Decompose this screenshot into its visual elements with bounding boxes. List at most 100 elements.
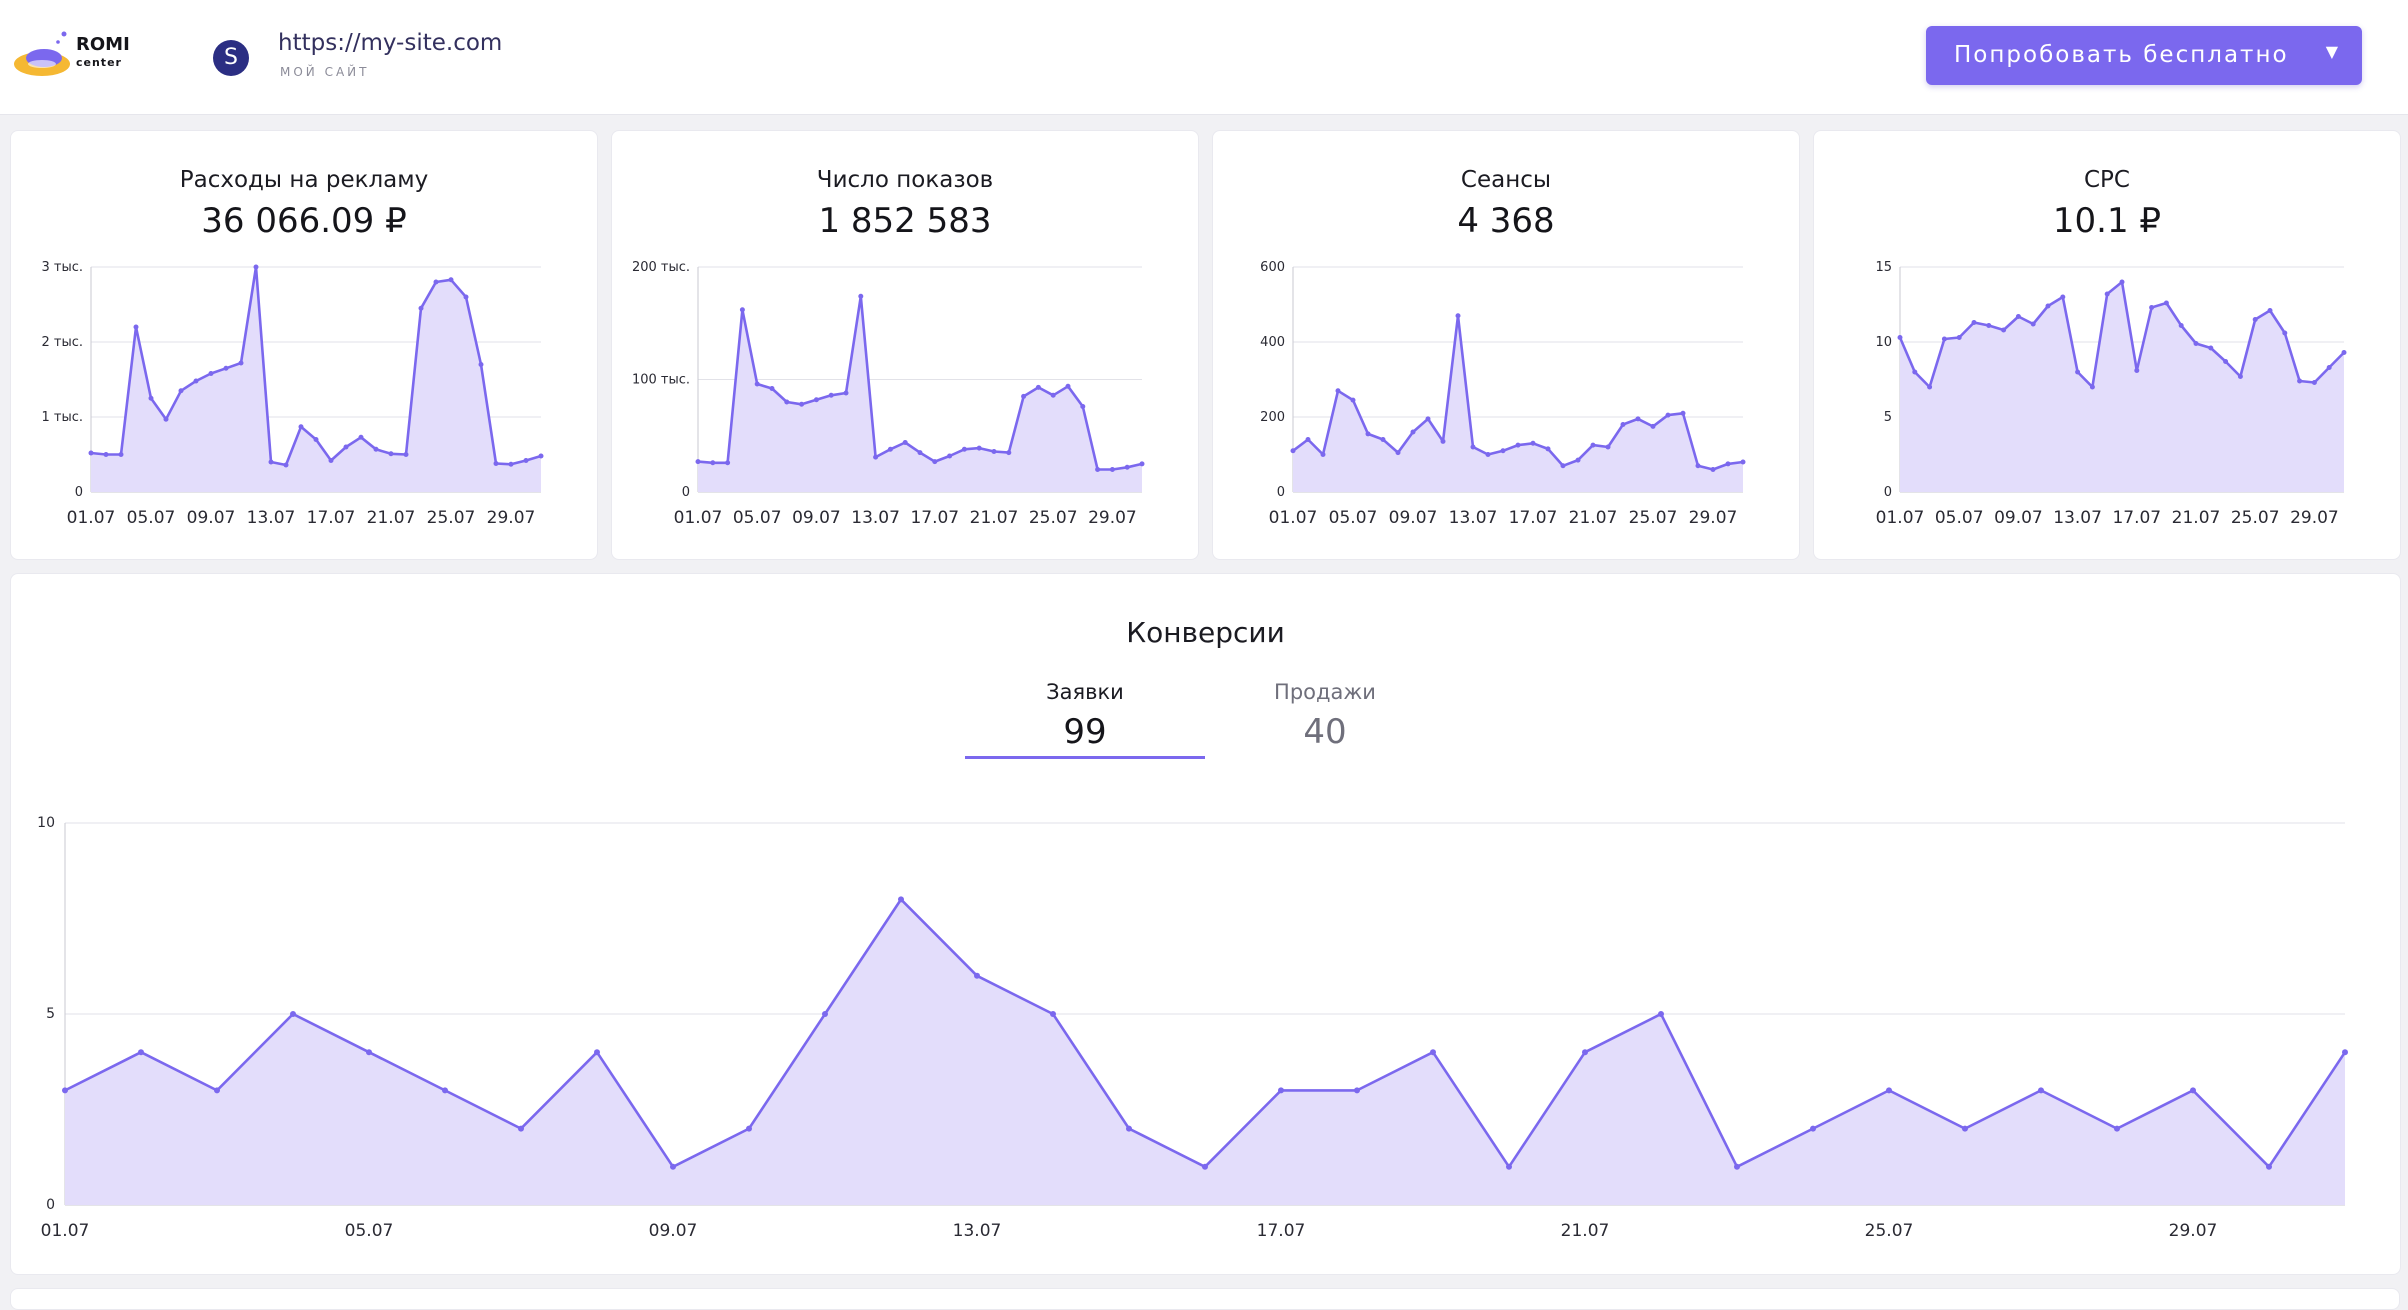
data-point[interactable] [478,362,484,367]
data-point[interactable] [523,458,529,463]
data-point[interactable] [2208,345,2214,351]
data-point[interactable] [2134,368,2140,373]
site-avatar[interactable]: S [213,40,249,76]
data-point[interactable] [1545,446,1551,452]
data-point[interactable] [822,1011,828,1017]
data-point[interactable] [138,1049,144,1056]
data-point[interactable] [1080,404,1086,409]
data-point[interactable] [1470,444,1476,450]
data-point[interactable] [932,459,938,465]
try-free-button[interactable]: Попробовать бесплатно ▼ [1926,26,2362,85]
data-point[interactable] [193,378,199,384]
data-point[interactable] [828,392,834,398]
data-point[interactable] [1941,336,1947,342]
data-point[interactable] [991,449,997,454]
data-point[interactable] [238,360,244,366]
data-point[interactable] [313,437,319,442]
data-point[interactable] [1620,422,1626,427]
data-point[interactable] [1320,452,1326,457]
data-point[interactable] [2178,323,2184,328]
data-point[interactable] [1350,397,1356,403]
data-point[interactable] [961,446,967,452]
data-point[interactable] [2060,294,2066,300]
data-point[interactable] [118,452,124,457]
data-point[interactable] [1050,392,1056,398]
data-point[interactable] [433,279,439,285]
data-point[interactable] [343,444,349,450]
data-point[interactable] [2193,341,2199,346]
data-point[interactable] [1139,461,1145,467]
data-point[interactable] [283,462,289,468]
data-point[interactable] [2342,1049,2348,1056]
data-point[interactable] [328,458,334,463]
data-point[interactable] [1986,323,1992,328]
data-point[interactable] [2114,1125,2120,1132]
data-point[interactable] [1278,1087,1284,1094]
data-point[interactable] [1065,383,1071,389]
data-point[interactable] [2341,350,2347,355]
data-point[interactable] [1658,1011,1664,1017]
data-point[interactable] [1485,452,1491,457]
data-point[interactable] [1095,467,1101,472]
data-point[interactable] [1582,1049,1588,1056]
data-point[interactable] [947,453,953,459]
data-point[interactable] [1560,463,1566,469]
data-point[interactable] [1962,1125,1968,1132]
data-point[interactable] [1515,442,1521,448]
data-point[interactable] [898,896,904,903]
data-point[interactable] [1927,384,1933,390]
data-point[interactable] [358,434,364,440]
data-point[interactable] [88,450,94,456]
data-point[interactable] [538,453,544,459]
data-point[interactable] [214,1087,220,1094]
data-point[interactable] [163,416,169,422]
data-point[interactable] [1725,461,1731,467]
data-point[interactable] [418,305,424,311]
data-point[interactable] [2311,380,2317,385]
data-point[interactable] [1202,1163,1208,1170]
data-point[interactable] [290,1011,296,1017]
data-point[interactable] [695,459,701,465]
data-point[interactable] [2326,365,2332,370]
site-url[interactable]: https://my-site.com [278,30,503,56]
data-point[interactable] [887,446,893,452]
data-point[interactable] [1455,313,1461,319]
data-point[interactable] [1912,369,1918,375]
data-point[interactable] [2030,321,2036,327]
data-point[interactable] [1575,457,1581,463]
data-point[interactable] [1590,442,1596,448]
data-point[interactable] [388,451,394,457]
data-point[interactable] [2223,359,2229,364]
data-point[interactable] [1290,448,1296,454]
data-point[interactable] [739,307,745,313]
data-point[interactable] [2252,317,2258,322]
data-point[interactable] [799,401,805,407]
data-point[interactable] [2266,1163,2272,1170]
data-point[interactable] [1430,1049,1436,1056]
data-point[interactable] [463,294,469,300]
data-point[interactable] [670,1163,676,1170]
data-point[interactable] [1530,440,1536,446]
data-point[interactable] [103,452,109,457]
data-point[interactable] [2190,1087,2196,1094]
data-point[interactable] [917,450,923,456]
data-point[interactable] [366,1049,372,1056]
data-point[interactable] [2297,378,2303,384]
data-point[interactable] [133,324,139,330]
data-point[interactable] [2015,314,2021,319]
data-point[interactable] [62,1087,68,1094]
data-point[interactable] [858,293,864,299]
data-point[interactable] [403,452,409,457]
data-point[interactable] [1395,450,1401,456]
data-point[interactable] [754,381,760,387]
data-point[interactable] [1050,1011,1056,1017]
data-point[interactable] [1971,320,1977,325]
data-point[interactable] [2267,308,2273,313]
data-point[interactable] [2038,1087,2044,1094]
data-point[interactable] [508,461,514,467]
data-point[interactable] [1305,437,1311,442]
data-point[interactable] [2282,330,2288,336]
data-point[interactable] [710,460,716,466]
data-point[interactable] [843,390,849,396]
data-point[interactable] [1425,416,1431,422]
